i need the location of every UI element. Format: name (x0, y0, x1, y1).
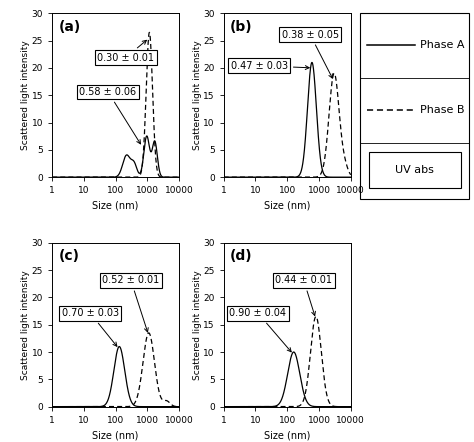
Text: 0.44 ± 0.01: 0.44 ± 0.01 (275, 275, 332, 316)
X-axis label: Size (nm): Size (nm) (92, 201, 139, 211)
Bar (369, 152, 461, 188)
Text: 0.70 ± 0.03: 0.70 ± 0.03 (62, 308, 119, 346)
Text: 0.52 ± 0.01: 0.52 ± 0.01 (102, 275, 160, 332)
Text: (d): (d) (230, 249, 253, 263)
X-axis label: Size (nm): Size (nm) (264, 430, 310, 440)
Text: (c): (c) (58, 249, 80, 263)
Text: Phase B: Phase B (420, 105, 465, 115)
Text: 0.38 ± 0.05: 0.38 ± 0.05 (282, 30, 338, 78)
Text: (a): (a) (58, 20, 81, 34)
Y-axis label: Scattered light intensity: Scattered light intensity (193, 40, 202, 150)
Y-axis label: Scattered light intensity: Scattered light intensity (193, 270, 202, 380)
Text: UV abs: UV abs (395, 165, 434, 175)
Text: Phase A: Phase A (420, 40, 465, 50)
X-axis label: Size (nm): Size (nm) (264, 201, 310, 211)
Text: 0.30 ± 0.01: 0.30 ± 0.01 (97, 40, 155, 62)
Y-axis label: Scattered light intensity: Scattered light intensity (21, 270, 30, 380)
Text: (b): (b) (230, 20, 253, 34)
Text: 0.58 ± 0.06: 0.58 ± 0.06 (80, 87, 140, 144)
Text: 0.47 ± 0.03: 0.47 ± 0.03 (231, 61, 309, 71)
X-axis label: Size (nm): Size (nm) (92, 430, 139, 440)
Y-axis label: Scattered light intensity: Scattered light intensity (21, 40, 30, 150)
Text: 0.90 ± 0.04: 0.90 ± 0.04 (229, 308, 291, 352)
